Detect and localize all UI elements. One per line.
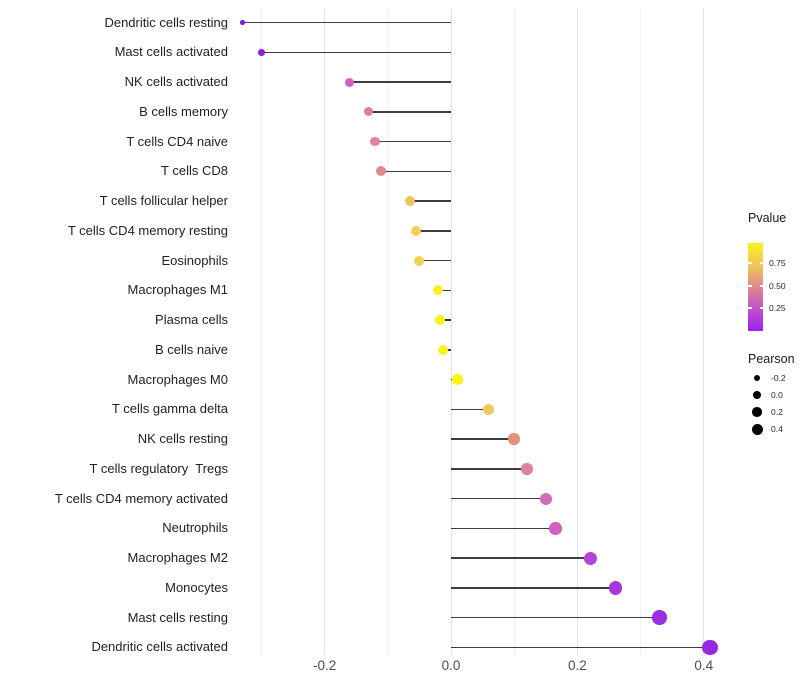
lollipop-segment	[419, 259, 451, 262]
lollipop-segment	[451, 497, 546, 500]
category-label: Mast cells resting	[127, 609, 228, 625]
category-label: Plasma cells	[155, 312, 228, 327]
pearson-size-dot	[751, 423, 763, 435]
lollipop-segment	[451, 438, 515, 440]
category-label: Macrophages M1	[127, 282, 228, 298]
lollipop-segment	[451, 527, 556, 529]
minor-gridline	[260, 8, 262, 655]
category-label: B cells memory	[139, 103, 228, 119]
lollipop-segment	[261, 51, 451, 53]
category-label: T cells CD4 memory resting	[67, 222, 228, 238]
category-label: T cells CD4 memory activated	[54, 490, 228, 506]
data-point	[411, 225, 422, 236]
lollipop-segment	[381, 170, 451, 172]
minor-gridline	[640, 8, 642, 655]
colorbar-tick-label: 0.50	[769, 281, 786, 292]
pearson-legend-title: Pearson	[748, 352, 795, 366]
data-point	[370, 136, 380, 147]
lollipop-segment	[451, 468, 527, 470]
data-point	[414, 255, 425, 266]
lollipop-segment	[451, 616, 660, 619]
pearson-size-dot	[753, 391, 761, 399]
data-point	[240, 20, 245, 25]
lollipop-segment	[242, 21, 451, 24]
data-point	[452, 374, 463, 385]
category-label: T cells regulatory Tregs	[89, 460, 228, 476]
data-point	[583, 551, 597, 565]
data-point	[549, 522, 562, 535]
lollipop-segment	[409, 200, 451, 202]
data-point	[508, 433, 520, 445]
data-point	[437, 344, 448, 355]
data-point	[608, 581, 623, 595]
data-point	[435, 315, 446, 325]
category-label: Macrophages M0	[127, 371, 228, 387]
pearson-size-label: -0.2	[771, 373, 786, 383]
category-label: B cells naive	[155, 341, 228, 357]
data-point	[652, 610, 667, 625]
lollipop-segment	[438, 289, 451, 291]
colorbar-tick-mark	[759, 262, 763, 264]
lollipop-segment	[440, 319, 451, 321]
data-point	[433, 285, 444, 296]
lollipop-segment	[416, 230, 451, 232]
category-label: Neutrophils	[162, 520, 228, 536]
lollipop-segment	[368, 111, 451, 113]
data-point	[364, 107, 374, 117]
data-point	[483, 403, 495, 415]
minor-gridline	[387, 8, 389, 655]
major-gridline	[324, 8, 326, 655]
minor-gridline	[513, 8, 515, 655]
major-gridline	[576, 8, 578, 655]
category-label: NK cells activated	[124, 74, 228, 89]
lollipop-segment	[451, 646, 711, 648]
colorbar-tick-label: 0.25	[769, 303, 786, 314]
category-label: Dendritic cells resting	[104, 14, 228, 30]
colorbar-tick-mark	[748, 262, 752, 264]
data-point	[345, 77, 355, 87]
data-point	[404, 196, 415, 206]
x-tick-label: -0.2	[312, 658, 337, 673]
category-label: Macrophages M2	[127, 550, 228, 565]
category-label: T cells gamma delta	[111, 401, 228, 417]
data-point	[702, 639, 718, 655]
x-tick-label: 0.2	[568, 658, 587, 673]
category-label: T cells CD8	[161, 163, 228, 179]
pvalue-colorbar	[748, 243, 763, 331]
pearson-size-dot	[753, 374, 761, 382]
colorbar-tick-mark	[759, 285, 763, 287]
lollipop-segment	[451, 557, 591, 559]
pearson-size-dot	[752, 407, 762, 417]
category-label: Eosinophils	[161, 252, 229, 268]
colorbar-tick-mark	[748, 307, 752, 309]
major-gridline	[450, 8, 452, 655]
major-gridline	[703, 8, 705, 655]
category-label: Monocytes	[165, 579, 228, 595]
data-point	[376, 166, 387, 177]
x-tick-label: 0.4	[694, 658, 714, 673]
x-tick-label: 0.0	[441, 658, 461, 673]
pearson-size-label: 0.2	[771, 407, 783, 417]
category-label: Mast cells activated	[114, 44, 228, 60]
colorbar-tick-mark	[759, 307, 763, 309]
colorbar-tick-label: 0.75	[769, 258, 786, 269]
lollipop-segment	[349, 81, 451, 83]
data-point	[521, 463, 533, 475]
data-point	[258, 49, 265, 56]
category-label: Dendritic cells activated	[91, 639, 228, 655]
lollipop-segment	[451, 587, 616, 589]
colorbar-tick-mark	[748, 285, 752, 287]
pearson-size-label: 0.0	[771, 390, 783, 400]
lollipop-segment	[451, 408, 489, 410]
lollipop-segment	[375, 140, 451, 143]
pearson-size-label: 0.4	[771, 424, 783, 434]
category-label: NK cells resting	[137, 431, 228, 446]
data-point	[539, 492, 552, 505]
pvalue-legend-title: Pvalue	[748, 211, 787, 225]
category-label: T cells CD4 naive	[126, 133, 228, 149]
category-label: T cells follicular helper	[99, 193, 228, 208]
